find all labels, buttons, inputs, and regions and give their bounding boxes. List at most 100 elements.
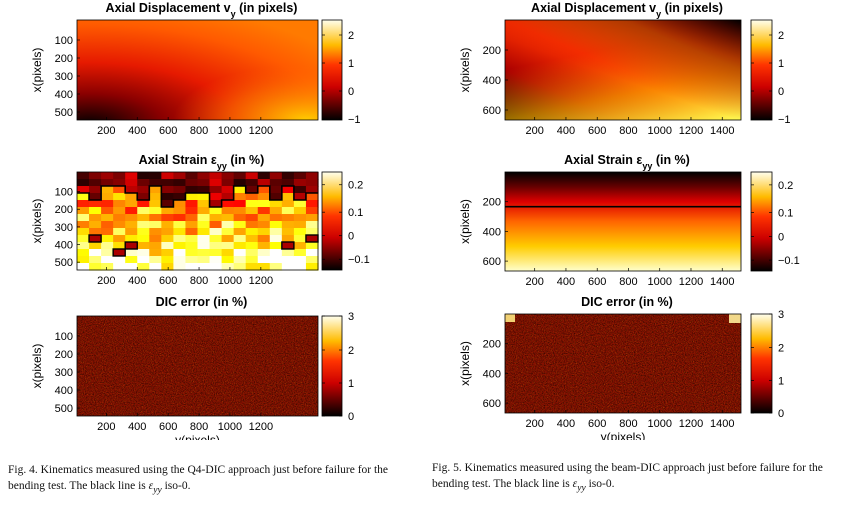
x-tick-label: 1200	[249, 421, 273, 433]
x-tick-label: 600	[159, 125, 177, 137]
y-tick-label: 300	[55, 71, 73, 83]
x-tick-label: 800	[619, 276, 637, 288]
panel-title: DIC error (in %)	[156, 295, 248, 309]
colorbar-tick-label: 1	[778, 375, 784, 387]
heatmap	[77, 316, 318, 416]
colorbar-tick-label: 0	[348, 411, 354, 423]
plot-frame	[76, 171, 319, 271]
y-tick-label: 200	[483, 197, 501, 209]
panel-1: Axial Displacement vy (in pixels) 200 400 6…	[458, 1, 791, 137]
colorbar: 0.2 0.1 0 −0.1	[750, 171, 800, 272]
panel-title-tail: (in pixels)	[661, 1, 723, 15]
panel-title-tail: (in %)	[227, 153, 265, 167]
x-tick-label: 600	[588, 276, 606, 288]
x-tick-label: 1000	[218, 125, 242, 137]
panel-title-subscript: y	[656, 9, 661, 19]
colorbar: 3 2 1 0	[750, 309, 784, 420]
x-tick-label: 200	[97, 125, 115, 137]
y-tick-label: 500	[55, 107, 73, 119]
x-tick-label: 200	[526, 276, 544, 288]
panel-title: Axial Strain εyy (in %)	[139, 153, 265, 171]
x-tick-label: 800	[619, 125, 637, 137]
colorbar-tick-label: −0.1	[348, 254, 370, 266]
heatmap	[505, 314, 741, 413]
caption-end: iso-0.	[588, 478, 615, 490]
y-axis-label: x(pixels)	[30, 48, 44, 93]
plot-frame	[504, 171, 742, 272]
colorbar: 2 1 0 −1	[321, 19, 361, 126]
heatmap	[77, 172, 319, 271]
colorbar-tick-label: 0	[778, 86, 784, 98]
panel-title-main: DIC error (in %)	[581, 295, 673, 309]
y-tick-label: 600	[483, 256, 501, 268]
colorbar-tick-label: 0	[778, 231, 784, 243]
panel-1: Axial Displacement vy (in pixels) 100 200 3…	[30, 1, 361, 137]
y-tick-label: 400	[55, 89, 73, 101]
plot-frame	[76, 19, 319, 121]
x-tick-label: 200	[526, 125, 544, 137]
panel-title: DIC error (in %)	[581, 295, 673, 309]
caption-subscript: yy	[577, 482, 586, 494]
caption-label: Fig. 5.	[432, 462, 462, 474]
figure-canvas: Axial Displacement vy (in pixels)1002003…	[30, 1, 800, 440]
y-axis-label: x(pixels)	[30, 344, 44, 389]
colorbar: 3 2 1 0	[321, 311, 354, 423]
x-tick-label: 1000	[647, 276, 671, 288]
x-tick-label: 1200	[679, 125, 703, 137]
x-tick-label: 400	[557, 125, 575, 137]
x-tick-label: 1000	[647, 418, 671, 430]
y-axis-label: x(pixels)	[30, 199, 44, 244]
x-tick-label: 1400	[710, 276, 734, 288]
y-tick-label: 100	[55, 331, 73, 343]
heatmap	[505, 20, 741, 120]
caption-subscript: yy	[153, 484, 162, 496]
colorbar-tick-label: 1	[348, 58, 354, 70]
panel-3: DIC error (in %) 200 400 600 x(pixels) 200 400…	[458, 295, 784, 440]
x-axis-label: y(pixels)	[175, 433, 220, 440]
y-tick-label: 200	[55, 204, 73, 216]
y-tick-label: 400	[483, 75, 501, 87]
panel-title-main: Axial Strain ε	[139, 153, 217, 167]
y-tick-label: 400	[55, 385, 73, 397]
caption-label: Fig. 4.	[8, 464, 38, 476]
x-tick-label: 600	[159, 421, 177, 433]
x-tick-label: 1200	[249, 275, 273, 287]
colorbar-tick-label: 0.2	[348, 180, 363, 192]
x-tick-label: 400	[557, 418, 575, 430]
colorbar-tick-label: 2	[778, 343, 784, 355]
y-tick-label: 500	[55, 403, 73, 415]
panel-3: DIC error (in %) 100 200 300 400 500 x(pixels)…	[30, 295, 354, 440]
colorbar-tick-label: 2	[778, 30, 784, 42]
colorbar-tick-label: 1	[778, 58, 784, 70]
panel-title-main: Axial Displacement v	[106, 1, 231, 15]
colorbar-tick-label: 2	[348, 345, 354, 357]
figure-5: Axial Displacement vy (in pixels)2004006…	[458, 1, 800, 440]
colorbar-tick-label: 0	[348, 86, 354, 98]
plot-frame	[504, 313, 742, 414]
y-tick-label: 500	[55, 257, 73, 269]
x-tick-label: 200	[97, 275, 115, 287]
x-tick-label: 1000	[218, 275, 242, 287]
y-tick-label: 200	[55, 349, 73, 361]
y-axis-label: x(pixels)	[458, 48, 472, 93]
y-tick-label: 200	[483, 339, 501, 351]
caption-text: Kinematics measured using the Q4-DIC app…	[8, 464, 389, 492]
panel-title-tail: (in pixels)	[236, 1, 298, 15]
x-tick-label: 600	[159, 275, 177, 287]
y-tick-label: 400	[483, 226, 501, 238]
plot-frame	[76, 315, 319, 417]
panel-title-subscript: yy	[642, 161, 652, 171]
heatmap	[77, 20, 318, 120]
colorbar-tick-label: 1	[348, 378, 354, 390]
colorbar-tick-label: 3	[348, 311, 354, 323]
y-tick-label: 200	[55, 53, 73, 65]
plot-frame	[504, 19, 742, 121]
caption-end: iso-0.	[164, 480, 191, 492]
x-tick-label: 200	[526, 418, 544, 430]
colorbar-tick-label: −1	[348, 114, 361, 126]
y-tick-label: 300	[55, 367, 73, 379]
y-tick-label: 600	[483, 398, 501, 410]
panel-2: Axial Strain εyy (in %) 200 400 600 x(pixels…	[458, 153, 800, 288]
y-tick-label: 600	[483, 105, 501, 117]
